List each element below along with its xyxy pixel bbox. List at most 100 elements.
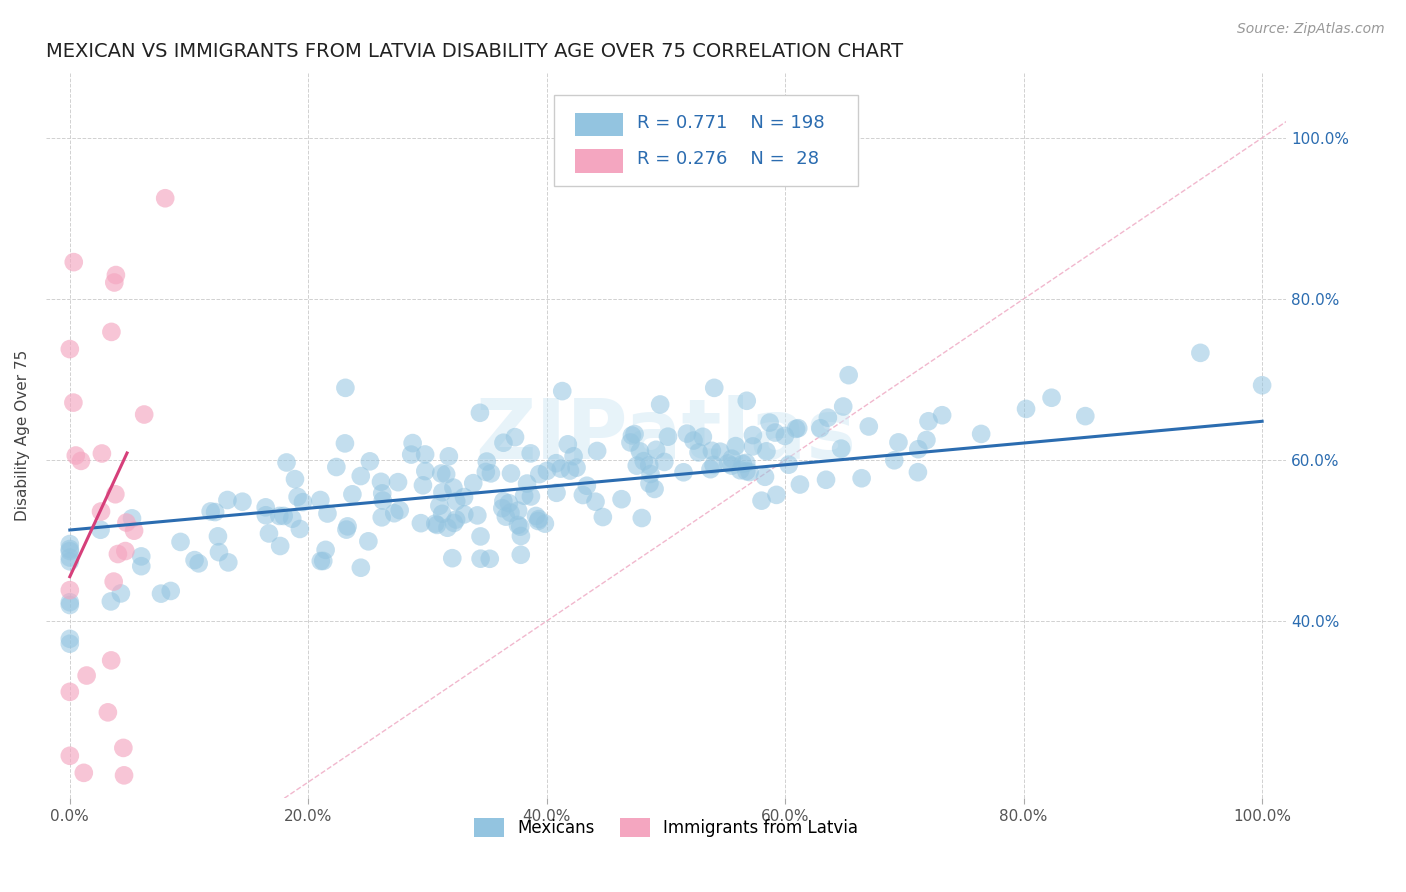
Point — [765, 488, 787, 502]
Point — [638, 458, 661, 473]
Point — [121, 511, 143, 525]
Point — [534, 516, 557, 531]
Point — [150, 587, 173, 601]
Point — [755, 444, 778, 458]
Point — [585, 494, 607, 508]
Point — [325, 460, 347, 475]
Point — [491, 501, 513, 516]
Point — [342, 487, 364, 501]
Point — [103, 574, 125, 589]
Point — [217, 555, 239, 569]
Point — [724, 439, 747, 453]
Point — [257, 526, 280, 541]
Point — [441, 551, 464, 566]
Point — [817, 410, 839, 425]
Point — [735, 393, 758, 408]
Point — [508, 503, 530, 517]
Point — [269, 508, 291, 523]
Point — [59, 748, 82, 763]
Point — [1189, 346, 1212, 360]
Text: Source: ZipAtlas.com: Source: ZipAtlas.com — [1237, 22, 1385, 37]
Point — [371, 493, 394, 508]
Point — [350, 560, 373, 574]
Point — [479, 467, 502, 481]
Point — [409, 516, 432, 531]
Point — [59, 595, 82, 609]
Point — [763, 425, 786, 440]
Point — [112, 768, 135, 782]
Point — [104, 487, 127, 501]
Point — [562, 449, 585, 463]
Point — [208, 545, 231, 559]
Point — [115, 516, 138, 530]
Point — [444, 494, 467, 508]
Point — [970, 426, 993, 441]
Point — [371, 510, 394, 524]
Point — [520, 490, 543, 504]
Point — [630, 511, 652, 525]
Point — [657, 430, 679, 444]
Point — [758, 416, 780, 430]
Point — [59, 632, 82, 646]
Point — [509, 548, 531, 562]
Point — [529, 467, 551, 482]
Point — [183, 553, 205, 567]
Point — [495, 509, 517, 524]
Point — [90, 504, 112, 518]
Point — [382, 506, 405, 520]
Point — [640, 467, 662, 481]
Point — [503, 430, 526, 444]
Point — [509, 519, 531, 533]
Point — [527, 514, 550, 528]
Point — [333, 436, 356, 450]
Point — [688, 445, 710, 459]
Point — [122, 524, 145, 538]
Point — [475, 454, 498, 468]
Point — [65, 449, 87, 463]
Point — [387, 475, 409, 490]
Point — [492, 435, 515, 450]
Point — [717, 456, 740, 470]
Point — [336, 519, 359, 533]
Point — [915, 433, 938, 447]
Point — [59, 637, 82, 651]
Point — [830, 442, 852, 456]
Point — [1074, 409, 1097, 424]
Point — [463, 476, 485, 491]
Point — [699, 462, 721, 476]
Point — [738, 465, 761, 479]
Point — [427, 499, 450, 513]
Point — [207, 529, 229, 543]
Point — [1015, 401, 1038, 416]
Point — [692, 430, 714, 444]
Point — [425, 516, 447, 531]
Point — [254, 508, 277, 523]
Point — [509, 529, 531, 543]
Point — [269, 539, 291, 553]
Point — [575, 479, 598, 493]
Point — [430, 467, 453, 481]
Point — [751, 493, 773, 508]
Point — [453, 490, 475, 504]
Point — [858, 419, 880, 434]
Point — [610, 492, 633, 507]
Point — [475, 465, 498, 479]
Point — [700, 443, 723, 458]
Point — [676, 426, 699, 441]
Point — [754, 470, 776, 484]
Point — [931, 408, 953, 422]
Point — [735, 464, 758, 478]
Point — [388, 503, 411, 517]
Point — [546, 456, 568, 470]
Point — [59, 544, 82, 558]
Point — [399, 448, 422, 462]
Point — [153, 191, 176, 205]
Point — [436, 521, 458, 535]
Point — [70, 454, 93, 468]
Point — [650, 397, 672, 411]
Bar — [575, 112, 623, 136]
Point — [620, 428, 643, 442]
Point — [309, 554, 332, 568]
Point — [276, 455, 298, 469]
Point — [110, 586, 132, 600]
